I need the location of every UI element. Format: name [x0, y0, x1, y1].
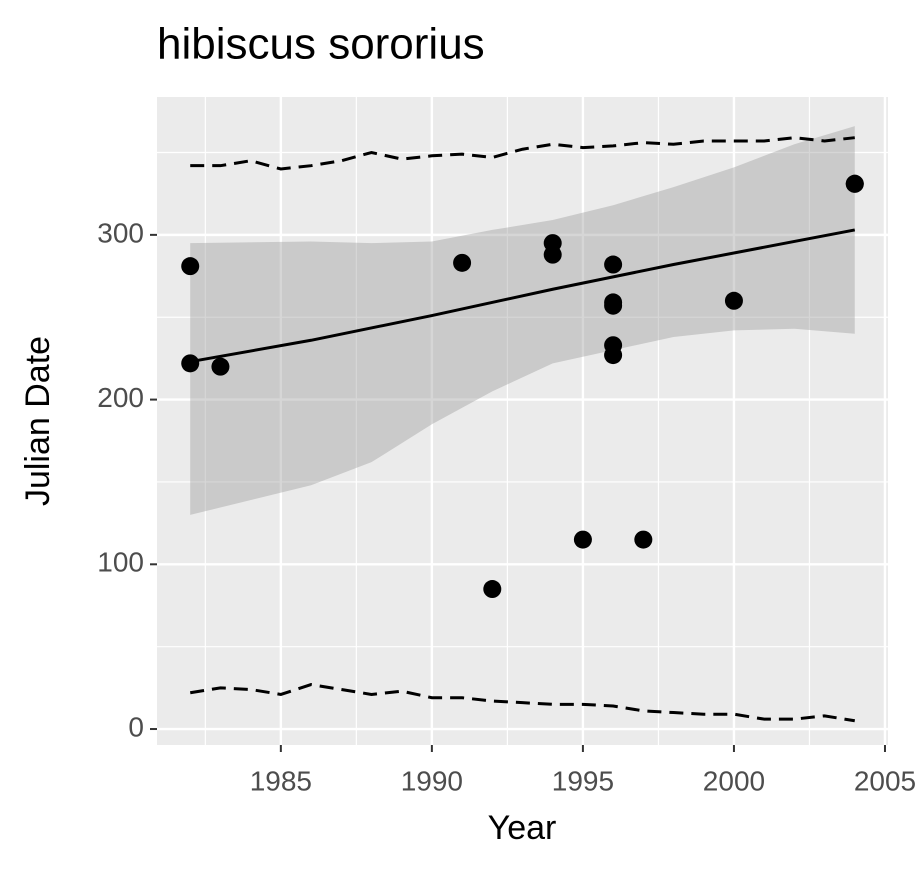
- point: [181, 354, 200, 373]
- y-tick-label: 0: [128, 711, 144, 742]
- chart-title: hibiscus sororius: [157, 20, 485, 69]
- y-tick-label: 100: [97, 547, 144, 578]
- point: [604, 296, 623, 315]
- trend-line: [189, 228, 856, 364]
- point: [604, 255, 623, 274]
- point: [573, 530, 592, 549]
- x-tick-label: 2000: [703, 765, 765, 796]
- quantile-line: [190, 136, 855, 171]
- point: [211, 357, 230, 376]
- point: [543, 245, 562, 264]
- x-tick-label: 2005: [854, 765, 915, 796]
- point: [483, 580, 502, 599]
- x-axis-label: Year: [488, 809, 557, 847]
- y-tick-label: 300: [97, 217, 144, 248]
- point: [634, 530, 653, 549]
- panel: [157, 97, 888, 745]
- y-tick-label: 200: [97, 382, 144, 413]
- x-tick-label: 1995: [552, 765, 614, 796]
- point: [453, 253, 472, 272]
- y-axis-label: Julian Date: [19, 336, 57, 506]
- x-tick-label: 1990: [401, 765, 463, 796]
- point: [845, 174, 864, 193]
- point: [181, 257, 200, 276]
- confidence-band: [190, 126, 855, 515]
- point: [604, 346, 623, 365]
- x-tick-label: 1985: [250, 765, 312, 796]
- quantile-line: [189, 683, 856, 723]
- point: [724, 291, 743, 310]
